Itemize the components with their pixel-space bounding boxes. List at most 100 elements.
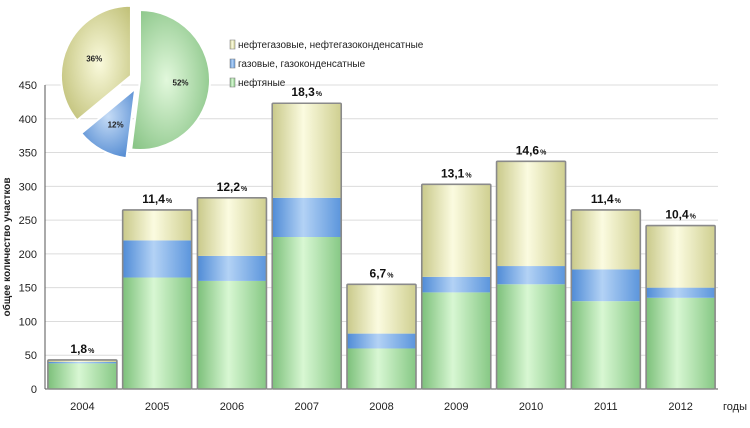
bar-percent-unit: % [615, 198, 622, 205]
bar-percent-label: 10,4% [665, 208, 696, 222]
legend: нефтегазовые, нефтегазоконденсатные газов… [229, 39, 424, 89]
bar-segment-oil-gas [197, 197, 267, 256]
bar-percent-label: 1,8% [70, 342, 95, 356]
bar-segment-gas [421, 276, 491, 293]
bar-segment-oil [47, 363, 117, 389]
bar-percent-value: 12,2 [217, 180, 241, 194]
bar-outline [570, 209, 642, 390]
legend-item-oil-gas: нефтегазовые, нефтегазоконденсатные [229, 39, 424, 51]
pie-slice-label: 12% [108, 120, 124, 129]
bar-percent-unit: % [316, 91, 323, 98]
bar-segment-oil-gas [122, 209, 192, 241]
bar-outline [645, 224, 716, 390]
y-tick-label: 150 [19, 283, 37, 295]
bar-percent-label: 12,2% [217, 180, 248, 194]
bar-percent-unit: % [540, 149, 547, 156]
bar-outline [121, 209, 193, 390]
x-tick-label: 2007 [294, 401, 318, 413]
pie-slice-gas [79, 86, 137, 160]
legend-label: нефтяные [238, 77, 286, 89]
legend-item-gas: газовые, газоконденсатные [229, 58, 366, 70]
bar-segment-gas [197, 255, 267, 281]
bar-percent-label: 11,4% [591, 192, 622, 206]
bar-percent-label: 14,6% [516, 143, 547, 157]
pie-slice-label: 36% [86, 54, 102, 63]
legend-swatch [229, 77, 236, 88]
bar-segment-oil-gas [571, 209, 641, 270]
bar-segment-gas [571, 269, 641, 302]
bar-percent-unit: % [166, 198, 173, 205]
bar-percent-label: 6,7% [370, 266, 395, 280]
bar-percent-unit: % [387, 272, 394, 279]
axes: 0 50 100 150 200 250 300 350 400 450 общее количес… [1, 80, 747, 413]
bar-percent-value: 14,6 [516, 143, 540, 157]
bar-segment-oil-gas [272, 103, 342, 198]
legend-swatch [229, 39, 236, 50]
y-tick-label: 400 [19, 114, 37, 126]
legend-item-oil: нефтяные [229, 77, 286, 89]
bar-outline [420, 183, 492, 390]
bar-percent-value: 10,4 [665, 208, 689, 222]
legend-label: газовые, газоконденсатные [238, 59, 366, 70]
bar-segment-oil [122, 277, 192, 389]
bar-labels: 1,8%11,4%12,2%18,3%6,7%13,1%14,6%11,4%10… [70, 85, 696, 356]
x-tick-label: 2010 [519, 401, 543, 413]
bar-segment-oil [421, 292, 491, 389]
x-tick-label: 2009 [444, 401, 468, 413]
y-tick-label: 250 [19, 215, 37, 227]
bar-percent-value: 11,4 [142, 192, 165, 206]
bar-percent-label: 11,4% [142, 192, 173, 206]
bar-segment-oil [571, 301, 641, 389]
legend-label: нефтегазовые, нефтегазоконденсатные [238, 39, 424, 51]
bar-percent-value: 1,8 [70, 342, 87, 356]
bar-outline [495, 160, 567, 390]
bar-percent-value: 11,4 [591, 192, 614, 206]
bar-segment-oil-gas [421, 184, 491, 277]
bar-segment-gas [47, 361, 117, 364]
y-tick-label: 350 [19, 148, 37, 160]
bar-segment-oil [347, 348, 416, 389]
x-tick-label: 2006 [220, 401, 244, 413]
bar-outline [47, 359, 118, 390]
bar-percent-label: 13,1% [441, 166, 472, 180]
bar-outline [346, 283, 417, 390]
y-tick-label: 100 [19, 316, 37, 328]
bar-segment-oil-gas [646, 225, 716, 288]
bar-outline [196, 197, 268, 390]
pie-slice-label: 52% [173, 79, 189, 88]
y-tick-label: 450 [19, 80, 37, 92]
bar-percent-value: 6,7 [370, 266, 387, 280]
y-tick-label: 300 [19, 181, 37, 193]
bars [47, 102, 716, 390]
bar-segment-oil-gas [496, 161, 566, 267]
bar-outline [271, 102, 343, 390]
bar-percent-label: 18,3% [291, 85, 322, 99]
bar-percent-unit: % [88, 348, 95, 355]
bar-segment-oil [272, 237, 342, 389]
bar-segment-gas [122, 240, 192, 278]
bar-segment-oil-gas [47, 359, 117, 362]
bar-percent-unit: % [241, 186, 248, 193]
y-axis-label: общее количество участков [1, 178, 13, 317]
bar-percent-value: 13,1 [441, 166, 465, 180]
y-tick-label: 200 [19, 249, 37, 261]
bar-segment-oil [197, 280, 267, 389]
x-tick-label: 2011 [594, 401, 618, 413]
x-tick-label: 2005 [145, 401, 169, 413]
pie-chart: 52% 12% 36% [59, 4, 211, 160]
x-tick-label: 2008 [369, 401, 393, 413]
y-tick-label: 50 [25, 350, 37, 362]
bar-percent-value: 18,3 [291, 85, 315, 99]
bar-segment-gas [272, 197, 342, 237]
bar-segment-oil [496, 284, 566, 389]
bar-segment-gas [646, 287, 716, 298]
x-tick-label: 2004 [70, 401, 94, 413]
pie-slice-oil-gas [59, 4, 132, 122]
pie-slice-oil [130, 8, 211, 151]
bar-segment-gas [347, 333, 416, 349]
bar-percent-unit: % [690, 214, 697, 221]
bar-percent-unit: % [465, 172, 472, 179]
x-tick-label: 2012 [668, 401, 692, 413]
x-axis-label: годы [723, 401, 747, 413]
